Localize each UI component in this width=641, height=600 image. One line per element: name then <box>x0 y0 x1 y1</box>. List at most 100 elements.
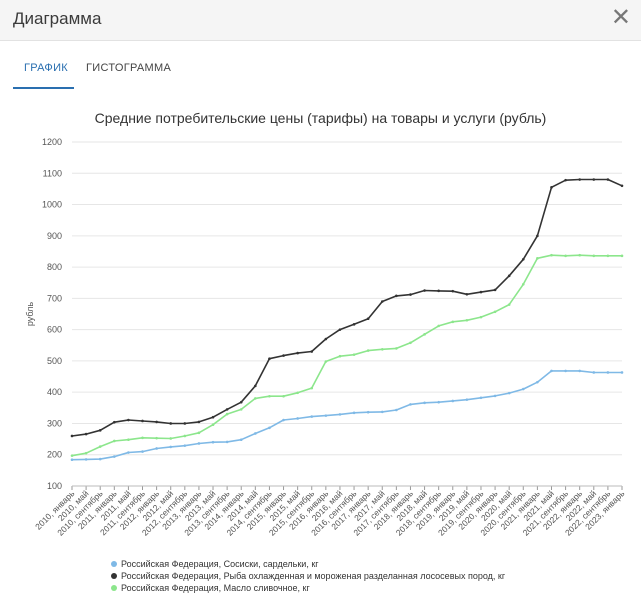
data-point <box>423 401 426 405</box>
legend-label: Российская Федерация, Рыба охлажденная и… <box>121 571 506 581</box>
data-point <box>564 254 567 258</box>
legend-item-butter[interactable]: Российская Федерация, Масло сливочное, к… <box>111 582 505 594</box>
y-tick-label: 200 <box>47 450 62 460</box>
data-point <box>98 457 102 461</box>
data-point <box>352 411 356 415</box>
data-point <box>127 418 130 422</box>
data-point <box>352 353 356 356</box>
data-point <box>268 394 271 398</box>
data-point <box>493 310 497 314</box>
data-point <box>70 434 74 438</box>
data-point <box>254 432 257 435</box>
y-tick-label: 1000 <box>42 200 62 210</box>
data-point <box>493 394 497 398</box>
data-point <box>127 451 130 454</box>
data-point <box>479 315 483 319</box>
data-point <box>239 408 243 411</box>
data-point <box>550 253 553 257</box>
series-line-2 <box>71 254 622 457</box>
data-point <box>592 178 596 181</box>
data-point <box>465 318 469 322</box>
data-point <box>211 415 215 419</box>
data-point <box>536 257 539 260</box>
data-point <box>282 394 285 398</box>
data-point <box>239 438 243 442</box>
data-point <box>310 415 314 418</box>
data-point <box>211 423 215 427</box>
data-point <box>282 418 285 422</box>
legend-item-fish[interactable]: Российская Федерация, Рыба охлажденная и… <box>111 570 505 582</box>
data-point <box>395 408 398 412</box>
data-point <box>225 408 229 411</box>
data-point <box>536 380 539 384</box>
data-point <box>113 420 116 424</box>
data-point <box>197 442 201 445</box>
data-point <box>507 391 511 395</box>
data-point <box>550 369 553 373</box>
data-point <box>310 350 314 353</box>
data-point <box>409 341 412 345</box>
data-point <box>465 292 469 296</box>
data-point <box>550 186 553 189</box>
legend-marker <box>111 584 117 591</box>
data-point <box>507 274 511 278</box>
data-point <box>380 300 384 303</box>
data-point <box>98 445 102 448</box>
data-point <box>620 184 624 188</box>
data-point <box>380 348 384 351</box>
chart-title: Средние потребительские цены (тарифы) на… <box>94 110 547 126</box>
data-point <box>521 282 525 286</box>
tab-histogram[interactable]: ГИСТОГРАММА <box>86 62 172 74</box>
data-point <box>70 454 74 457</box>
data-point <box>338 354 342 358</box>
active-tab-indicator <box>13 87 74 89</box>
data-point <box>254 397 257 400</box>
data-point <box>606 254 610 258</box>
data-point <box>507 303 511 306</box>
data-point <box>70 458 74 462</box>
data-point <box>84 432 88 436</box>
data-point <box>225 440 229 444</box>
legend-label: Российская Федерация, Масло сливочное, к… <box>121 583 310 593</box>
data-point <box>578 253 581 257</box>
y-axis-label: рубль <box>25 302 35 327</box>
data-point <box>141 419 144 423</box>
legend-marker <box>111 560 117 567</box>
data-point <box>437 289 440 293</box>
data-point <box>183 444 187 447</box>
data-point <box>423 289 426 292</box>
data-point <box>409 403 412 406</box>
data-point <box>366 317 370 320</box>
chart-legend: Российская Федерация, Сосиски, сардельки… <box>111 558 505 594</box>
y-tick-label: 400 <box>47 387 62 397</box>
data-point <box>324 360 328 363</box>
data-point <box>169 437 173 440</box>
close-icon[interactable]: ✕ <box>610 4 631 31</box>
data-point <box>183 434 187 438</box>
y-tick-label: 800 <box>47 262 62 272</box>
data-point <box>536 234 539 238</box>
data-point <box>409 293 412 296</box>
y-tick-label: 600 <box>47 325 62 335</box>
data-point <box>395 347 398 350</box>
data-point <box>113 455 116 458</box>
dialog-header: Диаграмма ✕ <box>0 0 641 41</box>
data-point <box>479 290 483 294</box>
data-point <box>437 324 440 328</box>
legend-item-sausages[interactable]: Российская Федерация, Сосиски, сардельки… <box>111 558 505 570</box>
data-point <box>296 351 299 355</box>
data-point <box>183 422 187 425</box>
data-point <box>169 445 173 449</box>
data-point <box>324 414 328 417</box>
tab-graph[interactable]: ГРАФИК <box>24 62 69 74</box>
data-point <box>155 447 158 450</box>
data-point <box>620 254 624 258</box>
data-point <box>197 431 201 435</box>
data-point <box>521 257 525 261</box>
data-point <box>296 391 299 395</box>
data-point <box>451 289 455 293</box>
series-line-1 <box>71 178 623 437</box>
data-point <box>493 288 497 292</box>
data-point <box>366 410 370 414</box>
data-point <box>479 396 483 400</box>
